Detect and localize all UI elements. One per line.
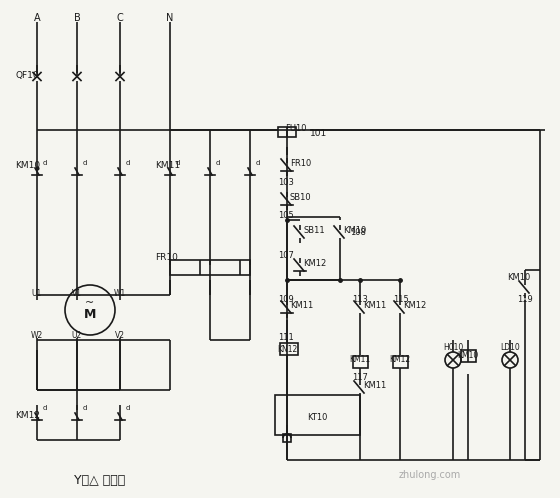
- Text: FU10: FU10: [285, 124, 306, 132]
- Bar: [278, 127, 296, 137]
- Text: KM10: KM10: [458, 351, 479, 360]
- Text: LD10: LD10: [500, 344, 520, 353]
- Text: A: A: [34, 13, 40, 23]
- Text: d: d: [256, 160, 260, 166]
- Text: KT10: KT10: [307, 413, 327, 422]
- Text: W1: W1: [114, 288, 126, 297]
- Text: 119: 119: [517, 295, 533, 304]
- Text: 107: 107: [278, 250, 294, 259]
- Bar: [283, 434, 291, 442]
- Text: FR10: FR10: [155, 253, 178, 262]
- Text: SB10: SB10: [290, 193, 311, 202]
- Text: KM11: KM11: [363, 380, 386, 389]
- Text: KM11: KM11: [290, 300, 313, 309]
- Text: 103: 103: [278, 177, 294, 186]
- Text: M: M: [84, 307, 96, 321]
- Text: FR10: FR10: [290, 158, 311, 167]
- Text: KM11: KM11: [155, 160, 180, 169]
- Text: B: B: [73, 13, 81, 23]
- Bar: [461, 350, 476, 362]
- Text: d: d: [83, 160, 87, 166]
- Text: KM10: KM10: [343, 226, 366, 235]
- Bar: [275, 395, 360, 435]
- Text: d: d: [43, 160, 47, 166]
- Text: KM12: KM12: [403, 300, 426, 309]
- Text: KM10: KM10: [507, 273, 530, 282]
- Text: KM11: KM11: [363, 300, 386, 309]
- Text: 113: 113: [352, 295, 368, 304]
- Text: d: d: [126, 160, 130, 166]
- Text: 105: 105: [278, 211, 294, 220]
- Bar: [393, 356, 408, 368]
- Text: d: d: [43, 405, 47, 411]
- Text: V1: V1: [72, 288, 82, 297]
- Text: SB11: SB11: [303, 226, 325, 235]
- Text: Y－△ 起动系: Y－△ 起动系: [74, 474, 125, 487]
- Text: ~: ~: [85, 298, 95, 308]
- Text: KM12: KM12: [389, 356, 410, 365]
- Bar: [353, 356, 368, 368]
- Text: KM10: KM10: [15, 160, 40, 169]
- Text: 111: 111: [278, 334, 294, 343]
- Text: 108: 108: [350, 228, 366, 237]
- Text: N: N: [166, 13, 174, 23]
- Text: QF10: QF10: [15, 71, 39, 80]
- Text: 115: 115: [393, 295, 409, 304]
- Text: d: d: [126, 405, 130, 411]
- Text: KM12: KM12: [15, 410, 40, 419]
- Text: 109: 109: [278, 295, 294, 304]
- Text: zhulong.com: zhulong.com: [399, 470, 461, 480]
- Bar: [280, 343, 298, 355]
- Text: d: d: [176, 160, 180, 166]
- Text: 117: 117: [352, 374, 368, 382]
- Text: KM11: KM11: [349, 356, 371, 365]
- Text: U2: U2: [72, 331, 82, 340]
- Text: W2: W2: [31, 331, 43, 340]
- Bar: [170, 260, 250, 275]
- Text: V2: V2: [115, 331, 125, 340]
- Text: U1: U1: [32, 288, 42, 297]
- Text: d: d: [83, 405, 87, 411]
- Text: KN12: KN12: [277, 346, 297, 355]
- Text: C: C: [116, 13, 123, 23]
- Text: 101: 101: [310, 128, 327, 137]
- Text: H010: H010: [443, 344, 463, 353]
- Text: KM12: KM12: [303, 258, 326, 267]
- Text: d: d: [216, 160, 220, 166]
